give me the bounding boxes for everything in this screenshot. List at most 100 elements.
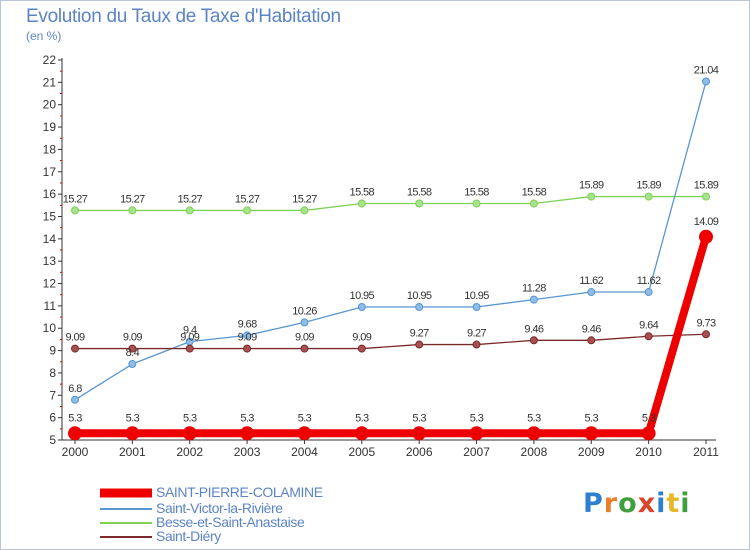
logo-letter: x <box>637 488 657 519</box>
logo-letter: o <box>618 488 638 519</box>
y-tick-label: 17 <box>43 165 57 179</box>
logo-letter: P <box>583 488 604 519</box>
y-tick-label: 12 <box>43 277 57 291</box>
data-point <box>529 199 538 208</box>
data-point <box>185 206 194 215</box>
data-point <box>185 344 194 353</box>
logo-letter: r <box>603 488 619 519</box>
data-label: 5.3 <box>412 412 426 424</box>
data-point <box>354 426 369 441</box>
data-label: 21.04 <box>694 64 719 76</box>
y-tick-label: 14 <box>43 232 57 246</box>
data-point <box>243 206 252 215</box>
x-tick-label: 2002 <box>176 445 203 459</box>
series-line <box>75 235 710 438</box>
legend-label: Saint-Victor-la-Rivière <box>156 500 283 516</box>
x-tick-label: 2005 <box>348 445 375 459</box>
y-tick-label: 13 <box>43 254 57 268</box>
data-point <box>529 336 538 345</box>
data-point <box>412 426 427 441</box>
series-line <box>74 81 707 401</box>
data-label: 9.64 <box>639 319 658 331</box>
x-tick-label: 2007 <box>463 445 490 459</box>
data-label: 9.46 <box>582 323 601 335</box>
data-label: 15.27 <box>63 193 88 205</box>
data-point <box>584 426 599 441</box>
y-tick-label: 6 <box>49 411 56 425</box>
data-label: 15.27 <box>177 193 202 205</box>
data-label: 15.27 <box>235 193 260 205</box>
legend-item-saint-victor-la-riviere: Saint-Victor-la-Rivière <box>100 500 400 517</box>
logo-letter: i <box>656 488 667 519</box>
series-lines <box>74 81 710 438</box>
legend-swatch <box>100 536 152 538</box>
data-label: 15.89 <box>694 180 719 192</box>
data-point <box>300 344 309 353</box>
data-label: 5.3 <box>642 412 656 424</box>
x-tick-label: 2009 <box>578 445 605 459</box>
data-point <box>300 206 309 215</box>
data-label: 10.95 <box>350 290 375 302</box>
legend-swatch <box>100 488 152 498</box>
data-label: 9.27 <box>410 328 429 340</box>
data-point <box>240 426 255 441</box>
data-label: 14.09 <box>694 216 719 228</box>
data-point <box>472 199 481 208</box>
data-label: 9.68 <box>238 318 257 330</box>
data-point <box>702 192 710 201</box>
data-label: 15.27 <box>292 193 317 205</box>
data-label: 15.58 <box>407 187 432 199</box>
legend-item-saint-pierre-colamine: SAINT-PIERRE-COLAMINE <box>100 484 400 501</box>
data-point <box>526 426 541 441</box>
data-label: 9.46 <box>524 323 543 335</box>
data-point <box>472 340 481 349</box>
y-tick-label: 15 <box>43 209 57 223</box>
data-point <box>644 288 653 297</box>
legend-label: SAINT-PIERRE-COLAMINE <box>156 484 323 500</box>
data-point <box>644 332 653 341</box>
data-point <box>182 426 197 441</box>
x-tick-label: 2001 <box>119 445 146 459</box>
axes <box>61 58 716 441</box>
data-label: 5.3 <box>298 412 312 424</box>
data-label: 9.09 <box>295 332 314 344</box>
data-label: 5.3 <box>240 412 254 424</box>
legend-swatch <box>100 508 152 510</box>
proxiti-logo: Proxiti <box>583 488 691 519</box>
data-point <box>472 303 481 311</box>
logo-letter: t <box>666 488 681 519</box>
data-label: 15.58 <box>464 187 489 199</box>
data-point <box>699 229 713 244</box>
x-tick-label: 2000 <box>62 445 89 459</box>
data-label: 8.4 <box>126 347 140 359</box>
data-point <box>243 344 252 353</box>
data-label: 11.62 <box>579 275 603 287</box>
data-point <box>415 199 424 208</box>
data-label: 10.95 <box>464 290 489 302</box>
data-label: 5.3 <box>585 412 599 424</box>
y-axis-unit: (en %) <box>26 29 62 43</box>
y-tick-label: 18 <box>43 142 57 156</box>
y-tick-label: 16 <box>43 187 57 201</box>
y-tick-label: 22 <box>43 53 57 67</box>
y-tick-label: 11 <box>44 299 57 313</box>
data-label: 15.89 <box>636 180 661 192</box>
data-label: 5.3 <box>470 412 484 424</box>
data-label: 9.09 <box>238 332 257 344</box>
data-label: 11.62 <box>637 275 661 287</box>
data-point <box>702 330 710 339</box>
y-tick-label: 7 <box>49 388 56 402</box>
logo-letter: i <box>680 488 691 519</box>
x-tick-label: 2010 <box>635 445 662 459</box>
data-point <box>357 199 366 208</box>
data-point <box>587 192 596 201</box>
x-tick-label: 2011 <box>693 445 719 459</box>
y-tick-label: 10 <box>43 321 57 335</box>
data-label: 9.27 <box>467 328 486 340</box>
data-point <box>297 426 312 441</box>
data-label: 9.09 <box>180 332 199 344</box>
data-label: 9.09 <box>123 332 142 344</box>
data-point <box>587 336 596 345</box>
legend-label: Saint-Diéry <box>156 528 221 544</box>
data-point <box>68 426 82 441</box>
